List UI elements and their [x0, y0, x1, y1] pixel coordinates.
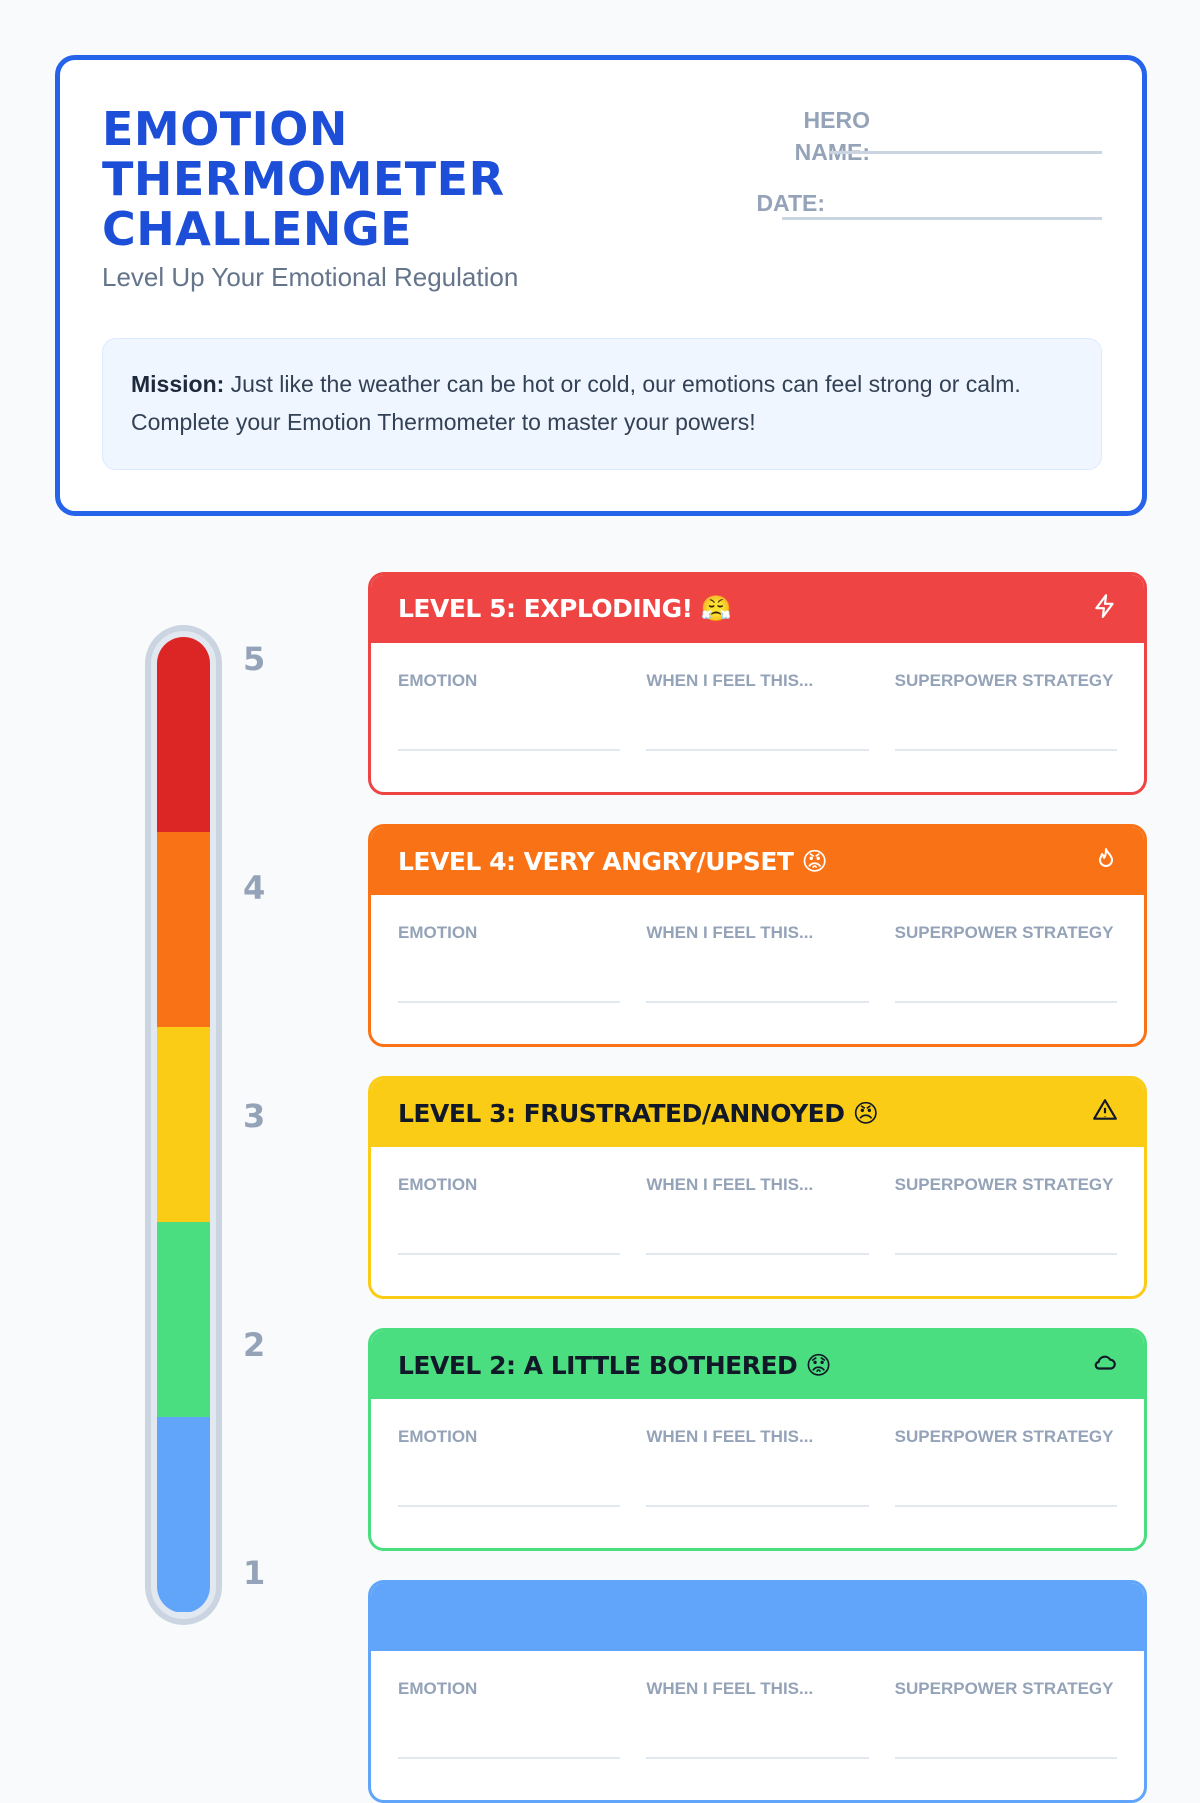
- level-number: 1: [243, 1554, 266, 1592]
- entry-column: SUPERPOWER STRATEGY: [894, 1427, 1117, 1507]
- page-subtitle: Level Up Your Emotional Regulation: [102, 262, 519, 292]
- column-label: EMOTION: [398, 1679, 478, 1698]
- date-label: DATE:: [756, 190, 825, 216]
- entry-line[interactable]: [894, 1505, 1117, 1507]
- entry-column: EMOTION: [398, 671, 621, 751]
- column-label: EMOTION: [398, 1175, 478, 1194]
- entry-line[interactable]: [398, 1505, 621, 1507]
- lightning-icon: [1092, 593, 1118, 625]
- level-title: LEVEL 2: A LITTLE BOTHERED 😟: [398, 1350, 832, 1380]
- flame-icon: [1094, 846, 1118, 876]
- cloud-icon: [1092, 1349, 1118, 1381]
- entry-column: WHEN I FEEL THIS...: [646, 923, 869, 1003]
- level-number: 5: [243, 640, 266, 678]
- warning-icon: [1092, 1097, 1118, 1129]
- level-header: [371, 1583, 1144, 1651]
- level-card: LEVEL 4: VERY ANGRY/UPSET 😡 EMOTION WHEN I…: [368, 824, 1147, 1047]
- level-card: LEVEL 2: A LITTLE BOTHERED 😟 EMOTION WHEN …: [368, 1328, 1147, 1551]
- thermometer: [145, 625, 222, 1625]
- entry-column: SUPERPOWER STRATEGY: [894, 1175, 1117, 1255]
- level-title: LEVEL 5: EXPLODING! 😤: [398, 594, 732, 623]
- thermometer-segment: [157, 637, 210, 832]
- entry-line[interactable]: [646, 749, 869, 751]
- hero-name-field[interactable]: [830, 151, 1102, 154]
- entry-line[interactable]: [894, 1757, 1117, 1759]
- column-label: WHEN I FEEL THIS...: [646, 923, 814, 942]
- entry-column: SUPERPOWER STRATEGY: [894, 671, 1117, 751]
- entry-column: WHEN I FEEL THIS...: [646, 1427, 869, 1507]
- entry-column: SUPERPOWER STRATEGY: [894, 923, 1117, 1003]
- entry-line[interactable]: [646, 1757, 869, 1759]
- entry-line[interactable]: [894, 1001, 1117, 1003]
- level-header: LEVEL 4: VERY ANGRY/UPSET 😡: [371, 827, 1144, 895]
- thermometer-segment: [157, 1417, 210, 1612]
- entry-column: EMOTION: [398, 1679, 621, 1759]
- level-number: 2: [243, 1326, 266, 1364]
- mission-text: Just like the weather can be hot or cold…: [131, 371, 1021, 435]
- date-field[interactable]: [782, 217, 1102, 220]
- level-header: LEVEL 5: EXPLODING! 😤: [371, 575, 1144, 643]
- column-label: EMOTION: [398, 1427, 478, 1446]
- entry-column: EMOTION: [398, 923, 621, 1003]
- entry-line[interactable]: [894, 1253, 1117, 1255]
- column-label: WHEN I FEEL THIS...: [646, 1427, 814, 1446]
- level-number: 4: [243, 869, 266, 907]
- entry-column: SUPERPOWER STRATEGY: [894, 1679, 1117, 1759]
- entry-column: EMOTION: [398, 1427, 621, 1507]
- column-label: WHEN I FEEL THIS...: [646, 1679, 814, 1698]
- level-card: EMOTION WHEN I FEEL THIS... SUPERPOWER STR…: [368, 1580, 1147, 1803]
- mission-box: Mission: Just like the weather can be ho…: [102, 338, 1102, 470]
- level-card: LEVEL 5: EXPLODING! 😤 EMOTION WHEN I FEEL …: [368, 572, 1147, 795]
- level-header: LEVEL 2: A LITTLE BOTHERED 😟: [371, 1331, 1144, 1399]
- column-label: SUPERPOWER STRATEGY: [894, 1175, 1114, 1194]
- hero-name-label: HERO NAME:: [794, 107, 870, 165]
- entry-line[interactable]: [398, 1001, 621, 1003]
- level-number: 3: [243, 1097, 266, 1135]
- level-title: LEVEL 3: FRUSTRATED/ANNOYED 😠: [398, 1098, 879, 1128]
- entry-line[interactable]: [398, 1757, 621, 1759]
- level-title: LEVEL 4: VERY ANGRY/UPSET 😡: [398, 846, 828, 876]
- entry-line[interactable]: [398, 749, 621, 751]
- entry-column: WHEN I FEEL THIS...: [646, 671, 869, 751]
- level-header: LEVEL 3: FRUSTRATED/ANNOYED 😠: [371, 1079, 1144, 1147]
- column-label: SUPERPOWER STRATEGY: [894, 1427, 1114, 1446]
- mission-label: Mission:: [131, 371, 225, 397]
- column-label: SUPERPOWER STRATEGY: [894, 923, 1114, 942]
- column-label: EMOTION: [398, 671, 478, 690]
- entry-line[interactable]: [646, 1253, 869, 1255]
- entry-line[interactable]: [646, 1001, 869, 1003]
- column-label: EMOTION: [398, 923, 478, 942]
- page-title: EMOTION THERMOMETER CHALLENGE: [102, 102, 505, 256]
- entry-line[interactable]: [398, 1253, 621, 1255]
- column-label: WHEN I FEEL THIS...: [646, 1175, 814, 1194]
- thermometer-segment: [157, 832, 210, 1027]
- column-label: WHEN I FEEL THIS...: [646, 671, 814, 690]
- entry-line[interactable]: [894, 749, 1117, 751]
- entry-column: WHEN I FEEL THIS...: [646, 1175, 869, 1255]
- column-label: SUPERPOWER STRATEGY: [894, 671, 1114, 690]
- header-card: EMOTION THERMOMETER CHALLENGE Level Up Y…: [55, 55, 1147, 516]
- entry-column: WHEN I FEEL THIS...: [646, 1679, 869, 1759]
- entry-line[interactable]: [646, 1505, 869, 1507]
- column-label: SUPERPOWER STRATEGY: [894, 1679, 1114, 1698]
- entry-column: EMOTION: [398, 1175, 621, 1255]
- thermometer-segment: [157, 1027, 210, 1222]
- thermometer-segment: [157, 1222, 210, 1417]
- level-card: LEVEL 3: FRUSTRATED/ANNOYED 😠 EMOTION WHEN…: [368, 1076, 1147, 1299]
